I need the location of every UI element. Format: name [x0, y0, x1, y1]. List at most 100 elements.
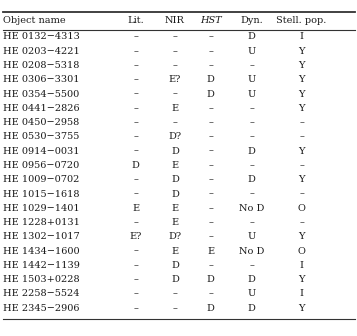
Text: HE 1434−1600: HE 1434−1600	[3, 247, 80, 256]
Text: –: –	[299, 132, 304, 141]
Text: Y: Y	[298, 304, 305, 313]
Text: –: –	[208, 261, 213, 270]
Text: –: –	[133, 261, 138, 270]
Text: –: –	[133, 61, 138, 70]
Text: No D: No D	[239, 204, 265, 213]
Text: –: –	[133, 147, 138, 156]
Text: HST: HST	[200, 16, 221, 25]
Text: D: D	[171, 175, 179, 184]
Text: D: D	[248, 175, 256, 184]
Text: –: –	[208, 161, 213, 170]
Text: I: I	[300, 261, 304, 270]
Text: –: –	[133, 47, 138, 56]
Text: E?: E?	[169, 75, 181, 84]
Text: HE 1029−1401: HE 1029−1401	[3, 204, 80, 213]
Text: –: –	[249, 261, 254, 270]
Text: HE 1442−1139: HE 1442−1139	[3, 261, 80, 270]
Text: E: E	[171, 161, 178, 170]
Text: Y: Y	[298, 104, 305, 113]
Text: HE 0306−3301: HE 0306−3301	[3, 75, 79, 84]
Text: D: D	[207, 75, 215, 84]
Text: HE 2345−2906: HE 2345−2906	[3, 304, 79, 313]
Text: –: –	[208, 47, 213, 56]
Text: –: –	[172, 47, 177, 56]
Text: –: –	[133, 290, 138, 298]
Text: –: –	[133, 104, 138, 113]
Text: O: O	[298, 247, 306, 256]
Text: Lit.: Lit.	[127, 16, 144, 25]
Text: –: –	[133, 275, 138, 284]
Text: O: O	[298, 204, 306, 213]
Text: –: –	[249, 190, 254, 199]
Text: –: –	[299, 218, 304, 227]
Text: –: –	[133, 304, 138, 313]
Text: U: U	[247, 75, 256, 84]
Text: E: E	[207, 247, 214, 256]
Text: –: –	[133, 118, 138, 127]
Text: Y: Y	[298, 233, 305, 241]
Text: –: –	[299, 190, 304, 199]
Text: D: D	[248, 33, 256, 41]
Text: D?: D?	[169, 132, 181, 141]
Text: D: D	[171, 275, 179, 284]
Text: –: –	[249, 61, 254, 70]
Text: –: –	[208, 61, 213, 70]
Text: Dyn.: Dyn.	[240, 16, 263, 25]
Text: –: –	[172, 118, 177, 127]
Text: D: D	[248, 147, 256, 156]
Text: E: E	[171, 218, 178, 227]
Text: D: D	[207, 304, 215, 313]
Text: –: –	[208, 290, 213, 298]
Text: –: –	[133, 175, 138, 184]
Text: –: –	[208, 190, 213, 199]
Text: –: –	[133, 33, 138, 41]
Text: –: –	[249, 118, 254, 127]
Text: HE 0914−0031: HE 0914−0031	[3, 147, 79, 156]
Text: –: –	[208, 204, 213, 213]
Text: –: –	[208, 175, 213, 184]
Text: HE 0956−0720: HE 0956−0720	[3, 161, 79, 170]
Text: –: –	[208, 218, 213, 227]
Text: –: –	[299, 161, 304, 170]
Text: –: –	[249, 218, 254, 227]
Text: –: –	[208, 118, 213, 127]
Text: D: D	[132, 161, 140, 170]
Text: –: –	[208, 104, 213, 113]
Text: I: I	[300, 290, 304, 298]
Text: –: –	[133, 75, 138, 84]
Text: HE 1228+0131: HE 1228+0131	[3, 218, 80, 227]
Text: Y: Y	[298, 75, 305, 84]
Text: D?: D?	[169, 233, 181, 241]
Text: –: –	[133, 132, 138, 141]
Text: –: –	[133, 90, 138, 98]
Text: –: –	[208, 33, 213, 41]
Text: No D: No D	[239, 247, 265, 256]
Text: E: E	[171, 104, 178, 113]
Text: HE 2258−5524: HE 2258−5524	[3, 290, 79, 298]
Text: HE 0441−2826: HE 0441−2826	[3, 104, 80, 113]
Text: E: E	[171, 247, 178, 256]
Text: –: –	[249, 104, 254, 113]
Text: HE 0450−2958: HE 0450−2958	[3, 118, 79, 127]
Text: U: U	[247, 47, 256, 56]
Text: D: D	[248, 275, 256, 284]
Text: –: –	[208, 147, 213, 156]
Text: D: D	[248, 304, 256, 313]
Text: –: –	[249, 132, 254, 141]
Text: –: –	[172, 61, 177, 70]
Text: –: –	[172, 33, 177, 41]
Text: HE 1503+0228: HE 1503+0228	[3, 275, 80, 284]
Text: U: U	[247, 290, 256, 298]
Text: HE 0530−3755: HE 0530−3755	[3, 132, 79, 141]
Text: HE 0208−5318: HE 0208−5318	[3, 61, 79, 70]
Text: HE 1302−1017: HE 1302−1017	[3, 233, 80, 241]
Text: HE 0203−4221: HE 0203−4221	[3, 47, 80, 56]
Text: E: E	[132, 204, 139, 213]
Text: D: D	[207, 275, 215, 284]
Text: Y: Y	[298, 90, 305, 98]
Text: Y: Y	[298, 147, 305, 156]
Text: U: U	[247, 233, 256, 241]
Text: HE 1015−1618: HE 1015−1618	[3, 190, 79, 199]
Text: E?: E?	[130, 233, 142, 241]
Text: –: –	[299, 118, 304, 127]
